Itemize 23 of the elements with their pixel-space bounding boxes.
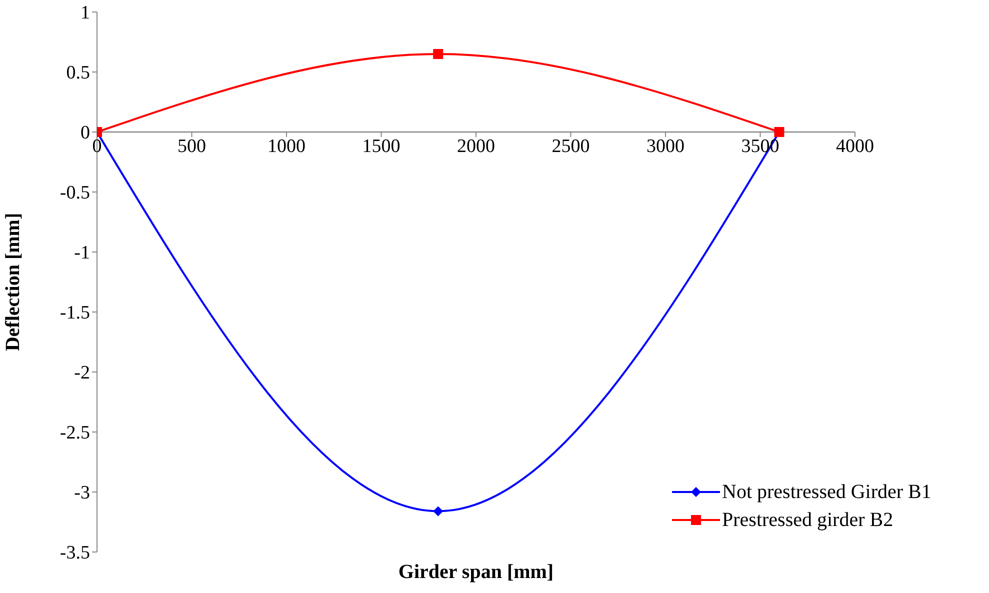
x-tick-label: 2500 xyxy=(552,136,590,157)
y-tick-label: -2 xyxy=(74,362,90,384)
y-tick-label: 1 xyxy=(80,2,90,24)
y-tick-label: -2.5 xyxy=(60,422,90,444)
point xyxy=(433,49,444,59)
x-tick-label: 1500 xyxy=(362,136,400,157)
y-tick-label: 0 xyxy=(80,122,90,144)
y-tick-label: -3 xyxy=(74,482,90,504)
y-tick-label: -0.5 xyxy=(60,182,90,204)
x-tick-label: 2000 xyxy=(457,136,495,157)
y-tick-label: -1.5 xyxy=(60,302,90,324)
x-tick-label: 500 xyxy=(178,136,206,157)
y-tick-label: 0.5 xyxy=(66,62,90,84)
y-axis-title: Deflection [mm] xyxy=(2,212,24,352)
x-tick-label: 4000 xyxy=(836,136,874,157)
x-axis-title: Girder span [mm] xyxy=(398,561,554,583)
y-tick-label: -3.5 xyxy=(60,542,90,564)
y-tick-label: -1 xyxy=(74,242,90,264)
x-tick-label: 3000 xyxy=(646,136,684,157)
legend-label: Not prestressed Girder B1 xyxy=(722,480,932,504)
legend-label: Prestressed girder B2 xyxy=(722,508,894,532)
x-tick-label: 1000 xyxy=(268,136,306,157)
point xyxy=(433,506,444,516)
